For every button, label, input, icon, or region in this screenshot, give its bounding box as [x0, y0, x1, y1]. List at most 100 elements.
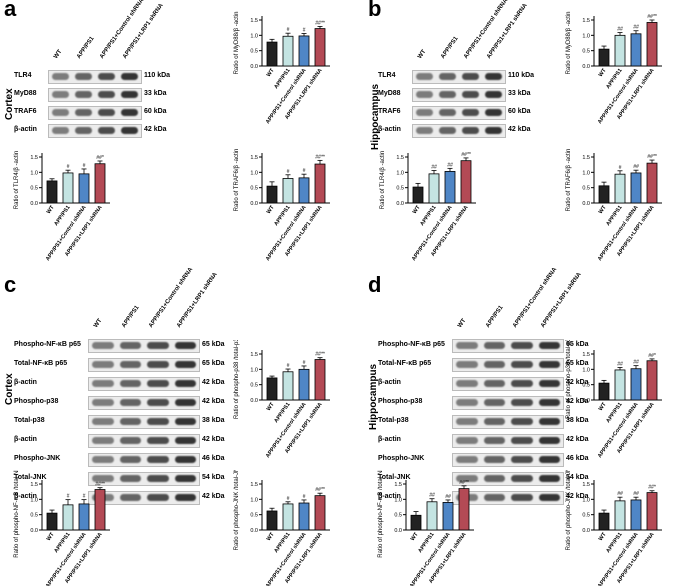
significance-mark: #	[83, 163, 86, 169]
significance-mark: ##	[633, 360, 639, 366]
x-tick-label: WT	[266, 401, 276, 412]
protein-band	[538, 418, 560, 425]
y-tick-label: 1.0	[582, 497, 590, 503]
y-tick-label: 0.5	[396, 186, 404, 192]
bar	[282, 35, 294, 67]
protein-band	[456, 380, 478, 387]
blot-row-label: MyD88	[14, 90, 37, 97]
blot-strip	[48, 70, 142, 84]
significance-mark: ##*	[648, 353, 657, 359]
y-tick-label: 1.5	[582, 155, 590, 161]
y-tick-label: 1.5	[250, 482, 258, 488]
bar	[426, 501, 438, 531]
blot-kda-label: 46 kDa	[566, 455, 589, 462]
protein-band	[92, 342, 114, 349]
y-tick-label: 1.0	[582, 33, 590, 39]
protein-band	[485, 109, 502, 116]
x-tick-label: WT	[598, 531, 608, 542]
y-axis-label: Ratio of phospho-p38 /total-p38	[566, 340, 572, 419]
lane-header: APP/PS1	[440, 35, 460, 60]
protein-band	[119, 494, 141, 501]
significance-mark: #	[303, 27, 306, 33]
significance-mark: ##*	[648, 485, 657, 491]
protein-band	[456, 456, 478, 463]
protein-band	[483, 399, 505, 406]
protein-band	[462, 91, 479, 98]
bar	[266, 510, 278, 531]
blot-strip	[412, 88, 506, 102]
significance-mark: #	[619, 165, 622, 171]
protein-band	[511, 475, 533, 482]
bar	[428, 173, 440, 204]
y-tick-label: 0.5	[250, 49, 258, 55]
bar	[630, 499, 642, 531]
blot-strip	[452, 472, 564, 486]
protein-band	[147, 361, 169, 368]
protein-band	[92, 399, 114, 406]
protein-band	[92, 361, 114, 368]
significance-mark: ##	[633, 491, 639, 497]
bar	[598, 382, 610, 401]
protein-band	[98, 127, 115, 134]
protein-band	[511, 418, 533, 425]
protein-band	[98, 109, 115, 116]
x-tick-label: WT	[412, 204, 422, 215]
significance-mark: ##**	[315, 154, 326, 160]
protein-band	[483, 380, 505, 387]
bar-chart-c-p38: Ratio of phospho-p38 /total-p38 0.0 0.5 1.0…	[234, 340, 330, 459]
bar	[442, 502, 454, 531]
protein-band	[174, 342, 196, 349]
panel-letter-d: d	[368, 272, 382, 297]
lane-header: APP/PS1+LRP1 shRNA	[486, 2, 529, 61]
y-tick-label: 1.0	[250, 497, 258, 503]
blot-row-label: MyD88	[378, 90, 401, 97]
blot-row-label: Phospho-NF-κB p65	[14, 341, 81, 348]
protein-band	[174, 361, 196, 368]
blot-row-label: Total-JNK	[378, 474, 411, 481]
significance-mark: ##**	[459, 480, 470, 486]
blot-kda-label: 65 kDa	[202, 360, 225, 367]
y-tick-label: 0.5	[30, 186, 38, 192]
protein-band	[538, 342, 560, 349]
blot-strip	[88, 396, 200, 410]
bar	[646, 22, 658, 67]
lane-header: APP/PS1+Control shRNA	[463, 0, 510, 61]
significance-mark: #	[287, 169, 290, 175]
y-tick-label: 0.0	[396, 201, 404, 207]
panel-letter-b: b	[368, 0, 382, 21]
protein-band	[538, 380, 560, 387]
significance-mark: #	[303, 168, 306, 174]
protein-band	[416, 127, 433, 134]
y-tick-label: 0.0	[394, 528, 402, 534]
protein-band	[75, 91, 92, 98]
significance-mark: ##	[633, 25, 639, 31]
panel-letter-a: a	[4, 0, 17, 21]
blot-row-label: β-actin	[378, 493, 401, 500]
y-tick-label: 0.0	[250, 64, 258, 70]
significance-mark: ##	[617, 491, 623, 497]
protein-band	[92, 418, 114, 425]
y-tick-label: 1.5	[30, 155, 38, 161]
y-tick-label: 0.0	[582, 398, 590, 404]
bar	[614, 369, 626, 401]
y-tick-label: 0.0	[250, 201, 258, 207]
blot-row-label: Total-p38	[378, 417, 409, 424]
protein-band	[92, 437, 114, 444]
protein-band	[511, 399, 533, 406]
protein-band	[485, 127, 502, 134]
blot-kda-label: 42 kDa	[202, 493, 225, 500]
lane-header: APP/PS1	[76, 35, 96, 60]
blot-row-label: β-actin	[14, 436, 37, 443]
protein-band	[98, 73, 115, 80]
protein-band	[456, 399, 478, 406]
bar-chart-b-tlr4: Ratio of TLR4/β -actin 0.00.51.01.5WT##AP…	[380, 151, 476, 262]
bar	[46, 512, 58, 531]
significance-mark: #	[287, 496, 290, 502]
blot-strip	[88, 415, 200, 429]
protein-band	[147, 380, 169, 387]
protein-band	[119, 456, 141, 463]
protein-band	[75, 73, 92, 80]
bar	[298, 177, 310, 204]
blot-row-label: β-actin	[14, 493, 37, 500]
blot-row-label: TLR4	[378, 72, 396, 79]
